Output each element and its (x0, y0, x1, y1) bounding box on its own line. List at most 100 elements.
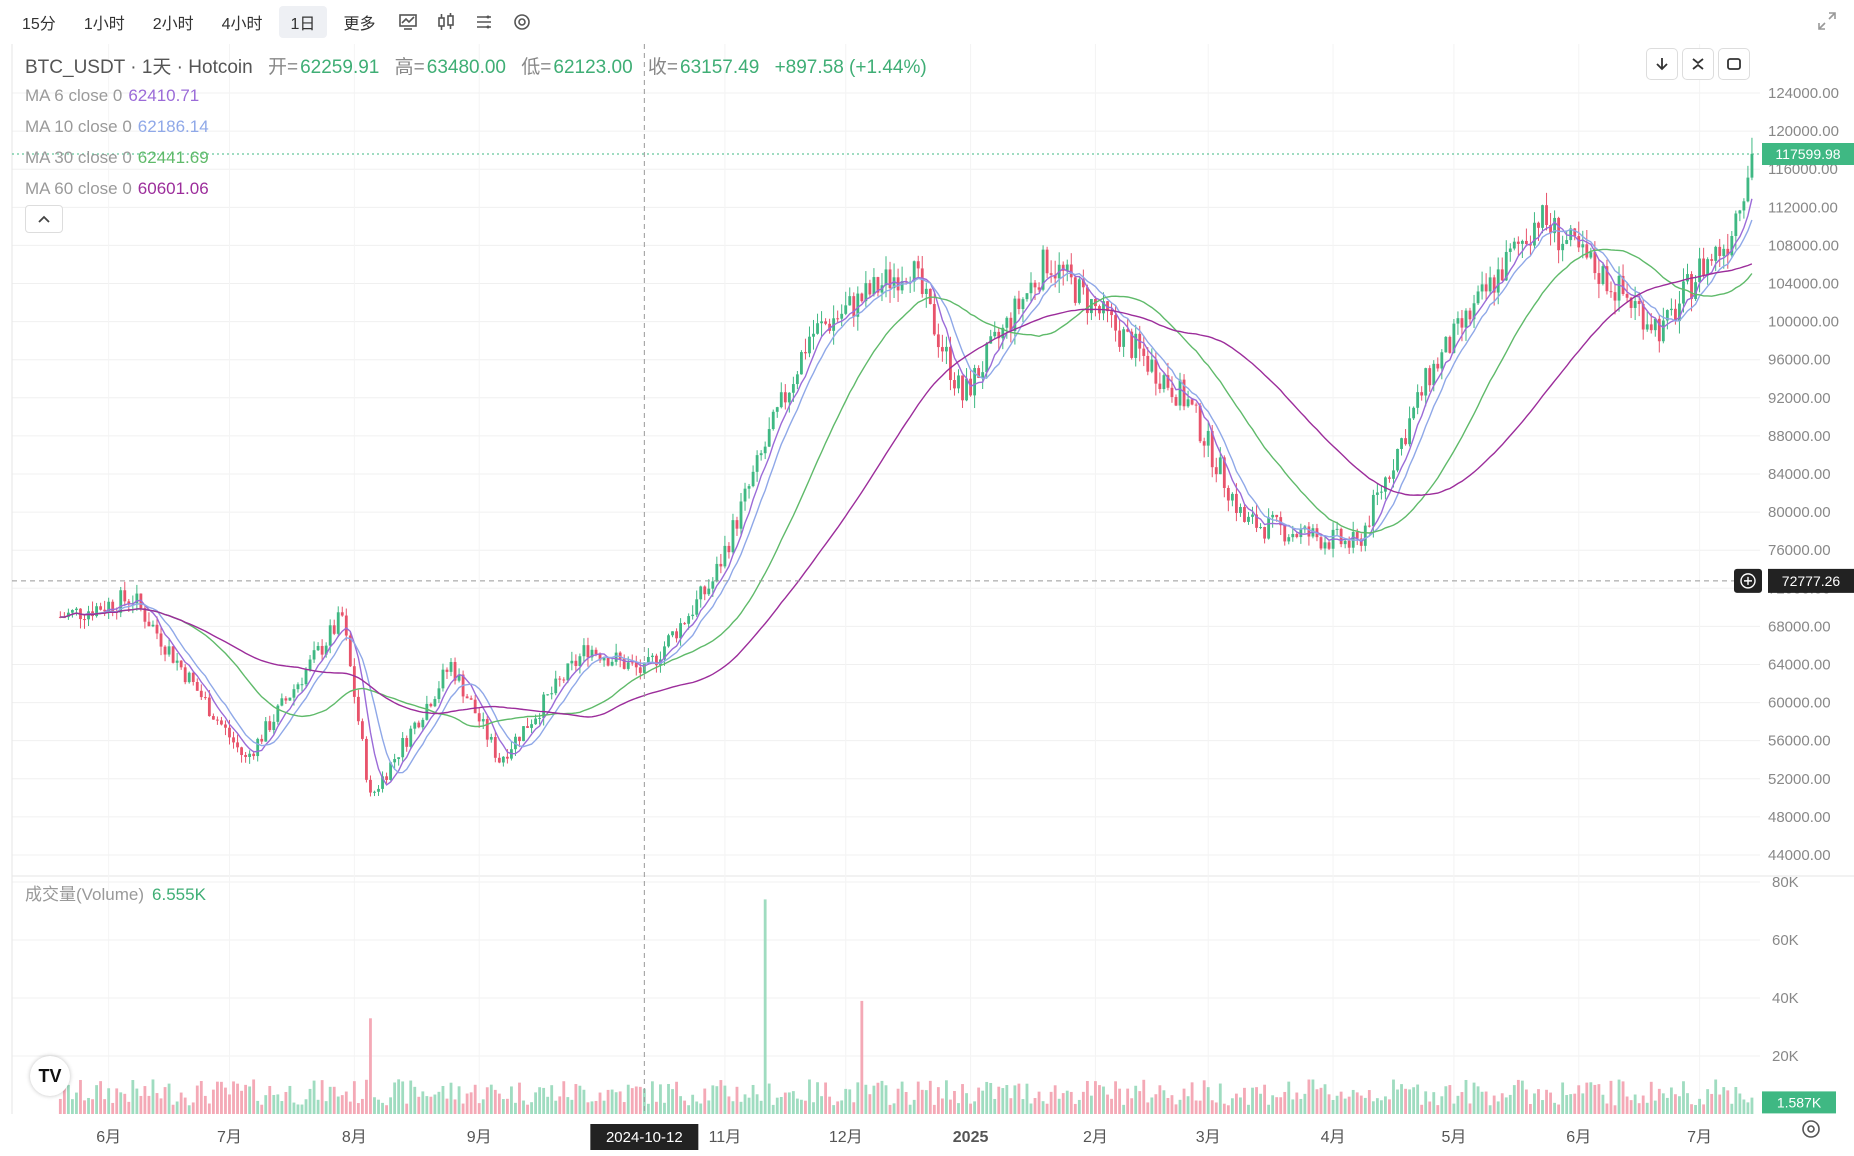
volume-bar (1702, 1104, 1706, 1114)
candle-body (1460, 318, 1464, 328)
volume-bar (505, 1098, 509, 1114)
volume-bar (356, 1103, 360, 1114)
candle-type-icon[interactable] (429, 5, 463, 39)
volume-bar (1440, 1096, 1444, 1114)
candle-body (1597, 273, 1601, 285)
volume-bar (626, 1084, 630, 1114)
ma10-value: 62186.14 (137, 117, 209, 136)
candle-body (1440, 352, 1444, 369)
collapse-chart-button[interactable] (1682, 48, 1714, 80)
list-settings-icon[interactable] (467, 5, 501, 39)
candle-body (723, 545, 727, 567)
time-tick-label: 4月 (1321, 1129, 1346, 1146)
timeframe-1d[interactable]: 1日 (278, 6, 328, 38)
download-button[interactable] (1646, 48, 1678, 80)
volume-bar (111, 1102, 115, 1114)
price-chart[interactable]: 124000.00 120000.00 116000.00 112000.00 1080… (0, 44, 1854, 1156)
volume-bar (1033, 1098, 1037, 1114)
candle-body (550, 693, 554, 695)
volume-bar (1396, 1089, 1399, 1114)
volume-bar (1126, 1088, 1130, 1114)
collapse-legend-button[interactable] (25, 205, 63, 233)
candle-body (1222, 457, 1226, 488)
change-value: +897.58 (+1.44%) (774, 57, 927, 78)
candle-body (1565, 240, 1569, 244)
volume-bar (1585, 1082, 1589, 1114)
fullscreen-icon[interactable] (1816, 10, 1840, 34)
volume-bar (481, 1099, 485, 1114)
timeframe-4h[interactable]: 4小时 (221, 16, 263, 33)
candle-body (981, 372, 985, 378)
volume-bar (1597, 1084, 1601, 1114)
candle-body (1533, 222, 1536, 246)
indicator-icon[interactable] (391, 5, 425, 39)
volume-bar (1198, 1100, 1202, 1114)
volume-bar (1263, 1084, 1267, 1114)
candle-body (107, 601, 111, 612)
candle-body (1267, 517, 1271, 539)
volume-bar (1577, 1085, 1581, 1114)
timeframe-2h[interactable]: 2小时 (152, 16, 194, 33)
candle-body (1706, 259, 1710, 276)
candle-body (1001, 327, 1005, 339)
time-tick-label: 7月 (1687, 1129, 1712, 1146)
candle-body (240, 747, 243, 756)
volume-bar (1343, 1098, 1347, 1114)
volume-bar (151, 1079, 155, 1114)
candle-body (308, 659, 312, 670)
candle-body (1122, 329, 1126, 347)
volume-bar (1694, 1105, 1697, 1114)
candle-body (1545, 205, 1548, 225)
candle-body (187, 672, 191, 683)
candle-body (1404, 438, 1407, 445)
volume-bar (1138, 1091, 1142, 1114)
candle-body (71, 610, 74, 613)
ma6-label: MA 6 close 0 (25, 86, 123, 105)
symbol-title: BTC_USDT · 1天 · Hotcoin (25, 57, 253, 78)
volume-bar (292, 1102, 296, 1114)
candle-body (787, 392, 791, 403)
volume-bar (1545, 1089, 1548, 1114)
volume-bar (1537, 1089, 1540, 1114)
volume-bar (87, 1097, 90, 1114)
volume-bar (703, 1088, 707, 1114)
candle-body (1335, 528, 1339, 530)
candle-body (667, 635, 670, 647)
maximize-button[interactable] (1718, 48, 1750, 80)
volume-bar (83, 1100, 86, 1114)
candle-body (1424, 368, 1428, 396)
volume-bar (755, 1094, 759, 1114)
candle-body (1516, 241, 1520, 244)
settings-icon[interactable] (505, 5, 539, 39)
volume-bar (1750, 1097, 1754, 1114)
candle-body (417, 722, 421, 728)
price-tick-label: 116000.00 (1768, 161, 1838, 178)
volume-bar (71, 1099, 74, 1114)
candle-body (755, 455, 759, 472)
volume-bar (1061, 1093, 1065, 1114)
chart-settings-icon[interactable] (1800, 1118, 1824, 1142)
candle-body (945, 346, 948, 352)
candle-body (888, 269, 892, 289)
timeframe-more[interactable]: 更多 (343, 16, 376, 33)
volume-bar (296, 1104, 300, 1114)
tradingview-logo[interactable]: TV (30, 1056, 70, 1096)
volume-bar (538, 1087, 542, 1114)
candle-body (1025, 293, 1029, 300)
volume-bar (308, 1088, 312, 1114)
candle-body (1416, 392, 1420, 408)
price-tick-label: 64000.00 (1768, 656, 1831, 673)
candle-body (449, 662, 453, 672)
candle-body (1496, 269, 1500, 293)
volume-bar (1452, 1103, 1456, 1114)
volume-bar (236, 1083, 239, 1114)
volume-bar (397, 1079, 401, 1114)
volume-bar (1738, 1093, 1742, 1114)
candle-body (284, 698, 288, 701)
timeframe-15m[interactable]: 15分 (22, 16, 56, 33)
timeframe-1h[interactable]: 1小时 (83, 16, 125, 33)
volume-bar (1053, 1085, 1057, 1114)
volume-bar (1674, 1094, 1677, 1114)
candle-body (771, 411, 775, 430)
volume-bar (1678, 1096, 1681, 1114)
